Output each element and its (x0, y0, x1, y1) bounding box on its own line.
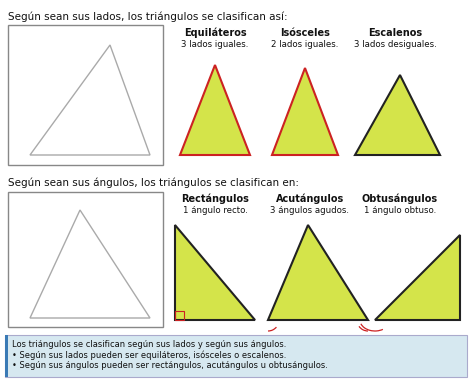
Polygon shape (272, 68, 338, 155)
Text: Obtusángulos: Obtusángulos (362, 194, 438, 205)
Text: 3 ángulos agudos.: 3 ángulos agudos. (271, 206, 349, 215)
Bar (175, 311, 184, 320)
Text: 3 lados desiguales.: 3 lados desiguales. (354, 40, 437, 49)
Text: Según sean sus lados, los triángulos se clasifican así:: Según sean sus lados, los triángulos se … (8, 12, 288, 22)
Text: Acutángulos: Acutángulos (276, 194, 344, 205)
Text: Rectángulos: Rectángulos (181, 194, 249, 205)
FancyBboxPatch shape (8, 192, 163, 327)
FancyBboxPatch shape (8, 25, 163, 165)
Text: • Según sus ángulos pueden ser rectángulos, acutángulos u obtusángulos.: • Según sus ángulos pueden ser rectángul… (12, 361, 328, 370)
Text: Según sean sus ángulos, los triángulos se clasifican en:: Según sean sus ángulos, los triángulos s… (8, 178, 299, 188)
Text: Equiláteros: Equiláteros (184, 28, 246, 39)
FancyBboxPatch shape (5, 335, 467, 377)
Text: • Según sus lados pueden ser equiláteros, isósceles o escalenos.: • Según sus lados pueden ser equiláteros… (12, 350, 286, 360)
Polygon shape (268, 225, 368, 320)
Text: Escalenos: Escalenos (368, 28, 422, 38)
Text: 3 lados iguales.: 3 lados iguales. (182, 40, 249, 49)
Text: 1 ángulo recto.: 1 ángulo recto. (182, 206, 247, 215)
Polygon shape (355, 75, 440, 155)
Bar (5, 335, 8, 377)
Polygon shape (180, 65, 250, 155)
Polygon shape (175, 225, 255, 320)
Text: 2 lados iguales.: 2 lados iguales. (271, 40, 339, 49)
Text: 1 ángulo obtuso.: 1 ángulo obtuso. (364, 206, 436, 215)
Polygon shape (375, 235, 460, 320)
Text: Los triángulos se clasifican según sus lados y según sus ángulos.: Los triángulos se clasifican según sus l… (12, 340, 286, 349)
Text: Isósceles: Isósceles (280, 28, 330, 38)
